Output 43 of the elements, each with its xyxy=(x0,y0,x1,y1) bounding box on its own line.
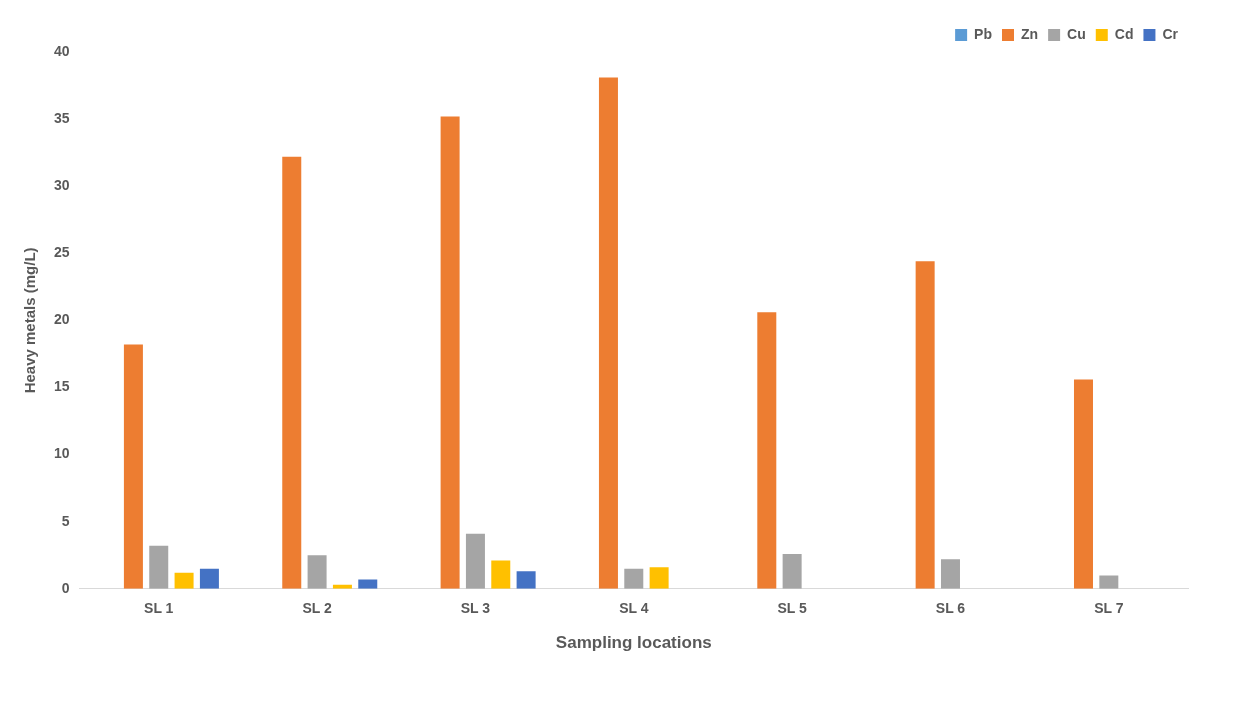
bar xyxy=(199,568,219,589)
y-tick-label: 15 xyxy=(53,378,70,395)
bar xyxy=(282,156,302,589)
y-tick-label: 30 xyxy=(53,177,70,194)
legend-label: Zn xyxy=(1021,25,1039,42)
bar xyxy=(598,77,618,589)
x-tick-label: SL 2 xyxy=(302,600,332,617)
bar xyxy=(1073,379,1093,589)
bar xyxy=(465,533,485,589)
bar xyxy=(624,568,644,589)
y-tick-label: 40 xyxy=(53,42,70,59)
bar xyxy=(649,567,669,589)
bar xyxy=(491,560,511,589)
bar xyxy=(757,312,777,589)
x-tick-label: SL 3 xyxy=(460,600,491,617)
y-tick-label: 10 xyxy=(53,445,70,462)
bar xyxy=(307,555,327,589)
bar xyxy=(440,116,460,589)
bar xyxy=(1099,575,1119,589)
y-axis-title: Heavy metals (mg/L) xyxy=(21,247,39,394)
bar xyxy=(174,572,194,589)
legend-label: Cr xyxy=(1162,25,1179,42)
x-axis-title: Sampling locations xyxy=(555,633,712,653)
y-tick-label: 0 xyxy=(61,579,70,596)
bar xyxy=(915,261,935,589)
y-tick-label: 25 xyxy=(53,244,70,261)
y-tick-label: 35 xyxy=(53,109,70,126)
bar xyxy=(516,571,536,589)
x-tick-label: SL 6 xyxy=(935,600,966,617)
x-tick-label: SL 7 xyxy=(1094,600,1124,617)
legend-label: Pb xyxy=(974,25,993,42)
x-tick-label: SL 4 xyxy=(619,600,649,617)
x-tick-label: SL 5 xyxy=(777,600,807,617)
legend-label: Cu xyxy=(1067,25,1086,42)
y-tick-label: 20 xyxy=(53,311,70,328)
x-tick-label: SL 1 xyxy=(144,600,174,617)
bar xyxy=(123,344,143,589)
bar xyxy=(940,559,960,589)
bar xyxy=(358,579,378,589)
y-tick-label: 5 xyxy=(61,512,70,529)
bar xyxy=(782,553,802,589)
legend-label: Cd xyxy=(1114,25,1134,42)
bar xyxy=(149,545,169,589)
